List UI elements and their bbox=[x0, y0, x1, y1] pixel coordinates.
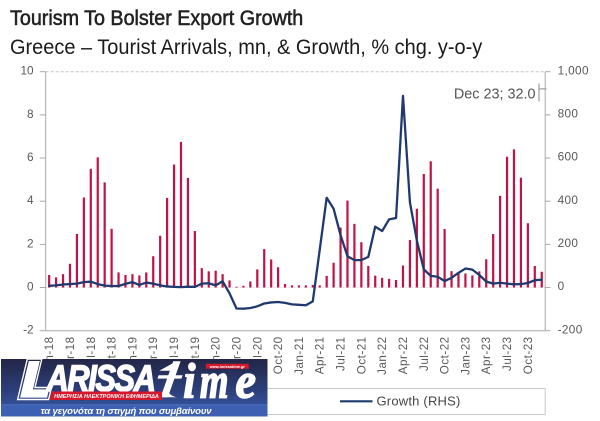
svg-text:Jan-22: Jan-22 bbox=[376, 336, 389, 374]
svg-text:Jul-21: Jul-21 bbox=[335, 336, 348, 371]
svg-text:10: 10 bbox=[20, 64, 34, 78]
svg-text:Dec 23; 32.0: Dec 23; 32.0 bbox=[454, 87, 536, 103]
svg-text:Apr-22: Apr-22 bbox=[397, 336, 410, 374]
svg-text:8: 8 bbox=[27, 107, 34, 121]
svg-text:Apr-23: Apr-23 bbox=[480, 336, 493, 374]
svg-text:Growth (RHS): Growth (RHS) bbox=[377, 394, 461, 409]
svg-text:ΗΜΕΡΗΣΙΑ ΗΛΕΚΤΡΟΝΙΚΗ ΕΦΗΜΕΡΙΔΑ: ΗΜΕΡΗΣΙΑ ΗΛΕΚΤΡΟΝΙΚΗ ΕΦΗΜΕΡΙΔΑ bbox=[54, 394, 159, 400]
svg-text:-200: -200 bbox=[558, 322, 583, 336]
svg-text:Apr-21: Apr-21 bbox=[314, 336, 327, 374]
svg-text:Oct-23: Oct-23 bbox=[522, 336, 535, 374]
svg-text:Oct-22: Oct-22 bbox=[439, 336, 452, 374]
svg-text:Oct-21: Oct-21 bbox=[355, 336, 368, 374]
svg-text:0: 0 bbox=[558, 279, 565, 293]
svg-text:2: 2 bbox=[27, 236, 34, 250]
svg-text:Jan-21: Jan-21 bbox=[293, 336, 306, 374]
svg-text:-2: -2 bbox=[23, 323, 34, 337]
svg-text:4: 4 bbox=[27, 193, 34, 207]
svg-text:e: e bbox=[236, 359, 256, 409]
svg-text:1,000: 1,000 bbox=[558, 63, 589, 77]
svg-text:6: 6 bbox=[27, 150, 34, 164]
svg-text:i: i bbox=[183, 359, 195, 409]
svg-text:Jul-23: Jul-23 bbox=[501, 336, 514, 371]
svg-text:Jan-23: Jan-23 bbox=[459, 336, 472, 374]
svg-text:800: 800 bbox=[558, 107, 579, 121]
svg-text:0: 0 bbox=[27, 279, 34, 293]
svg-text:www.larissatime.gr: www.larissatime.gr bbox=[210, 364, 246, 369]
svg-text:Oct-20: Oct-20 bbox=[272, 336, 285, 374]
svg-text:Jul-22: Jul-22 bbox=[418, 336, 431, 371]
svg-text:τα γεγονότα τη στιγμή που συμβ: τα γεγονότα τη στιγμή που συμβαίνουν bbox=[41, 406, 213, 417]
svg-text:200: 200 bbox=[558, 236, 579, 250]
svg-text:600: 600 bbox=[558, 150, 579, 164]
svg-text:400: 400 bbox=[558, 193, 579, 207]
